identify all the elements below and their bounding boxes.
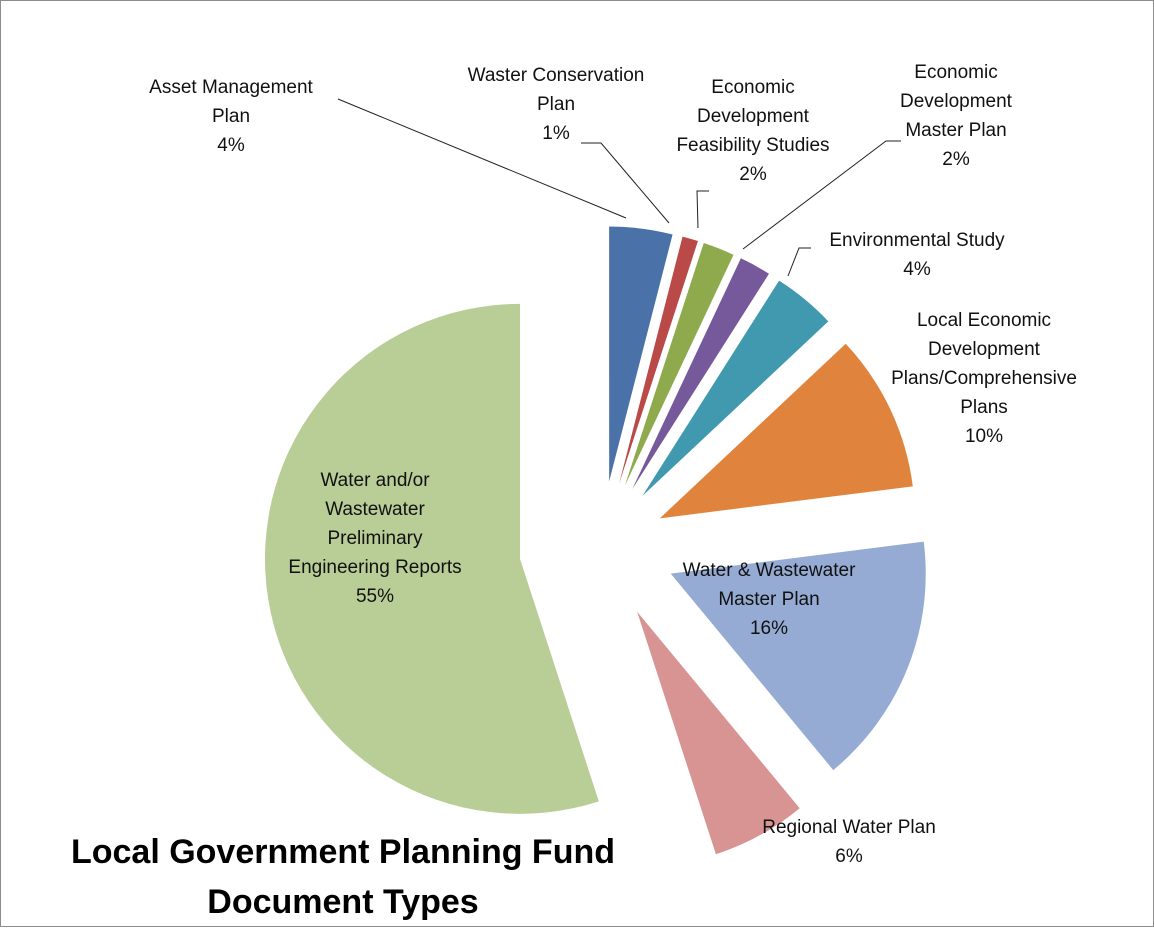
slice-percent-water-wastewater-master-plan: 16% — [750, 618, 788, 639]
pie-slice-asset-management-plan — [609, 226, 673, 482]
leader-line-economic-development-master-plan — [742, 140, 901, 250]
pie-slice-regional-water-plan — [637, 611, 800, 855]
leader-line-economic-development-feasibility-studies — [696, 190, 709, 229]
slice-label-economic-development-master-plan: Economic Development Master Plan — [900, 62, 1013, 141]
leader-line-asset-management-plan — [337, 98, 627, 219]
slice-percent-regional-water-plan: 6% — [835, 846, 863, 867]
leader-line-environmental-study — [787, 247, 811, 277]
slice-label-environmental-study: Environmental Study — [829, 230, 1005, 251]
slice-label-asset-management-plan: Asset Management Plan — [149, 77, 313, 127]
slice-label-local-economic-development-plans-comprehensive-plans: Local Economic Development Plans/Comprehen… — [891, 310, 1077, 418]
slice-label-water-wastewater-master-plan: Water & Wastewater Master Plan — [683, 560, 856, 610]
pie-slice-economic-development-master-plan — [632, 258, 769, 490]
slice-label-waster-conservation-plan: Waster Conservation Plan — [468, 65, 645, 115]
pie-slice-water-and-or-wastewater-preliminary-engineering-reports — [265, 303, 599, 814]
slice-label-water-and-or-wastewater-preliminary-engineering-reports: Water and/or Wastewater Preliminary Enginee… — [288, 470, 461, 578]
slice-percent-local-economic-development-plans-comprehensive-plans: 10% — [965, 426, 1003, 447]
slice-percent-water-and-or-wastewater-preliminary-engineering-reports: 55% — [356, 586, 394, 607]
pie-slice-waster-conservation-plan — [619, 236, 698, 484]
pie-slice-water-wastewater-master-plan — [670, 541, 926, 771]
slice-label-regional-water-plan: Regional Water Plan — [762, 817, 936, 838]
slice-percent-waster-conservation-plan: 1% — [542, 123, 570, 144]
chart-title: Local Government Planning Fund Document T… — [71, 833, 615, 921]
pie-slice-economic-development-feasibility-studies — [624, 243, 734, 486]
slice-percent-economic-development-feasibility-studies: 2% — [739, 164, 767, 185]
slice-label-economic-development-feasibility-studies: Economic Development Feasibility Studies — [676, 77, 829, 156]
slice-percent-asset-management-plan: 4% — [217, 135, 245, 156]
slice-percent-economic-development-master-plan: 2% — [942, 149, 970, 170]
slice-percent-environmental-study: 4% — [903, 259, 931, 280]
pie-slice-local-economic-development-plans-comprehensive-plans — [659, 343, 913, 519]
leader-line-waster-conservation-plan — [581, 142, 670, 224]
pie-slice-environmental-study — [642, 280, 829, 496]
